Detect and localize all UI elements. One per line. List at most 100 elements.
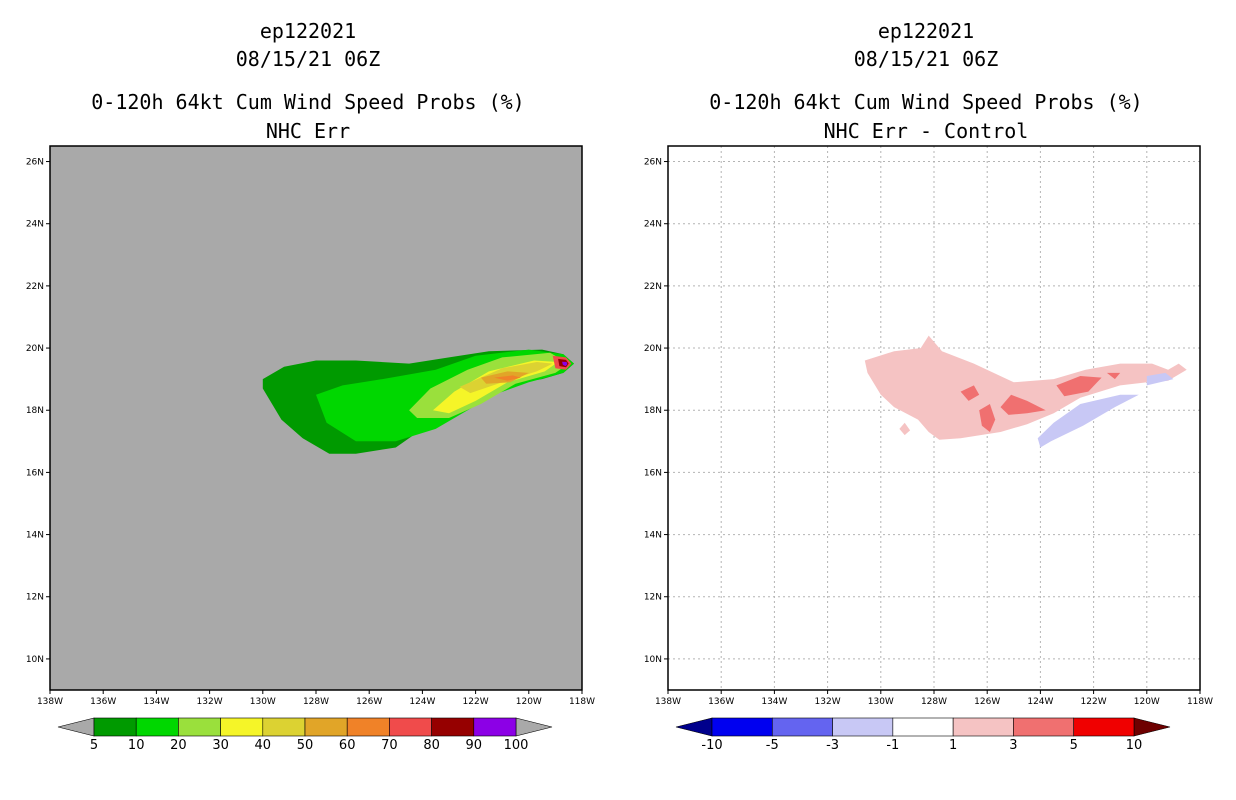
left-colorbar: 5 10 20 30 40 50 60 70 80 90 100 [57,717,553,753]
left-colorbar-label: 60 [339,738,356,753]
right-colorbar-swatch [832,717,894,737]
left-colorbar-swatch [389,717,432,737]
left-xtick-label: 122W [463,697,489,707]
left-ytick-label: 26N [26,158,44,168]
left-colorbar-swatch [135,717,179,737]
left-colorbar-label: 20 [170,738,187,753]
left-ytick-label: 18N [26,406,44,416]
right-ytick-label: 12N [644,593,662,603]
left-xtick-label: 138W [37,697,63,707]
right-colorbar-low-arrow [675,717,713,737]
right-xtick-label: 126W [974,697,1000,707]
left-colorbar-swatch [431,717,475,737]
left-ytick-label: 24N [26,220,44,230]
left-colorbar-low-arrow [57,717,95,737]
right-colorbar-high-arrow [1133,717,1171,737]
right-colorbar-label: -10 [701,738,722,753]
left-colorbar-high-arrow [515,717,553,737]
left-xtick-label: 126W [356,697,382,707]
left-colorbar-swatch [93,717,137,737]
left-colorbar-label: 5 [90,738,98,753]
right-xtick-label: 134W [761,697,787,707]
right-chart-subtitle: NHC Err - Control [824,119,1029,143]
right-ytick-label: 18N [644,406,662,416]
left-chart-subtitle: NHC Err [266,119,350,143]
left-ytick-label: 16N [26,468,44,478]
right-colorbar-label: -5 [766,738,779,753]
right-xtick-label: 118W [1187,697,1213,707]
right-contour-3-5 [1106,372,1121,380]
right-xtick-label: 138W [655,697,681,707]
left-xtick-label: 134W [143,697,169,707]
right-ytick-label: 26N [644,158,662,168]
left-xtick-label: 120W [516,697,542,707]
left-xtick-label: 128W [303,697,329,707]
left-colorbar-swatch [220,717,264,737]
left-storm-id: ep122021 [260,19,356,43]
right-colorbar-swatch [892,717,954,737]
left-colorbar-swatch [346,717,390,737]
right-contour-3-5 [979,404,996,432]
left-colorbar-label: 80 [423,738,440,753]
right-xtick-label: 122W [1081,697,1107,707]
right-ytick-label: 24N [644,220,662,230]
right-xtick-label: 136W [708,697,734,707]
right-storm-id: ep122021 [878,19,974,43]
left-colorbar-label: 90 [466,738,483,753]
right-contour-1-3 [864,335,1187,440]
right-xtick-label: 130W [868,697,894,707]
left-xtick-label: 132W [197,697,223,707]
right-ytick-label: 22N [644,282,662,292]
right-ytick-label: 10N [644,655,662,665]
left-contour-60-70 [494,375,521,381]
left-map-panel: 138W 136W 134W 132W 130W 128W 126W 124W 122W 120W… [26,145,595,707]
left-ytick-label: 22N [26,282,44,292]
left-colorbar-swatch [262,717,306,737]
right-colorbar-swatch [771,717,833,737]
left-xtick-label: 124W [409,697,435,707]
left-ytick-label: 14N [26,531,44,541]
right-contour-3-5 [1056,376,1102,397]
right-ytick-label: 20N [644,344,662,354]
left-colorbar-label: 50 [297,738,314,753]
right-xtick-label: 120W [1134,697,1160,707]
right-colorbar-label: -1 [886,738,899,753]
right-colorbar-swatch [711,717,773,737]
left-ytick-label: 10N [26,655,44,665]
right-contour-3-5 [960,385,980,401]
right-colorbar-label: 1 [949,738,957,753]
left-chart-title: 0-120h 64kt Cum Wind Speed Probs (%) [91,90,524,114]
right-contour--3--1 [1037,394,1139,448]
left-xtick-label: 130W [250,697,276,707]
right-colorbar-label: 3 [1009,738,1017,753]
left-colorbar-swatch [178,717,221,737]
right-colorbar-swatch [1013,717,1075,737]
right-colorbar-label: -3 [826,738,839,753]
left-ytick-label: 20N [26,344,44,354]
right-colorbar-swatch [1073,717,1135,737]
left-colorbar-label: 30 [212,738,229,753]
right-colorbar-label: 5 [1070,738,1078,753]
right-xtick-label: 128W [921,697,947,707]
right-contour-3-5 [1000,394,1046,415]
right-chart-title: 0-120h 64kt Cum Wind Speed Probs (%) [709,90,1142,114]
left-colorbar-label: 40 [255,738,272,753]
right-datetime: 08/15/21 06Z [854,47,999,71]
left-colorbar-label: 10 [128,738,145,753]
left-colorbar-label: 100 [504,738,529,753]
right-contour-1-3 [899,422,911,436]
right-colorbar-swatch [952,717,1014,737]
left-colorbar-swatch [304,717,348,737]
right-map-panel: 138W 136W 134W 132W 130W 128W 126W 124W 122W 120W… [644,145,1213,707]
left-xtick-label: 118W [569,697,595,707]
left-colorbar-swatch [473,717,517,737]
right-colorbar: -10 -5 -3 -1 1 3 5 10 [675,717,1171,753]
right-contour--3--1 [1146,372,1174,386]
right-ytick-label: 16N [644,468,662,478]
right-xtick-label: 124W [1027,697,1053,707]
left-xtick-label: 136W [90,697,116,707]
left-contour-90-100 [562,361,568,367]
left-ytick-label: 12N [26,593,44,603]
left-colorbar-label: 70 [381,738,398,753]
